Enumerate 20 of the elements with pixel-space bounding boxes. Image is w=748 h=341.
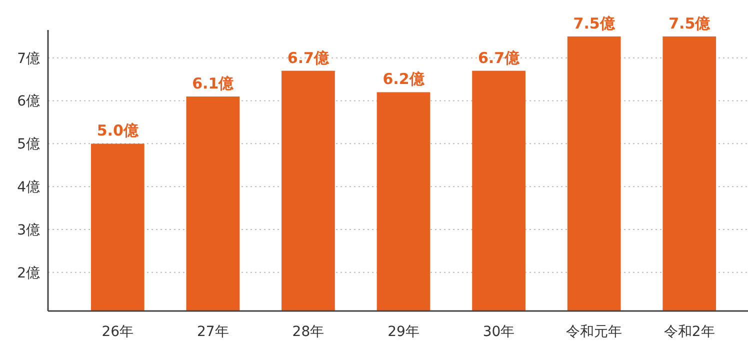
y-tick-label: 5億	[17, 136, 40, 153]
y-tick-label: 2億	[17, 265, 40, 282]
x-tick-label: 28年	[292, 324, 324, 340]
x-tick-label: 令和2年	[664, 324, 715, 340]
data-label: 7.5億	[668, 14, 712, 32]
x-tick-label: 26年	[102, 324, 134, 340]
x-tick-label: 29年	[388, 324, 420, 340]
data-label: 6.1億	[192, 74, 235, 92]
x-tick-label: 27年	[197, 324, 229, 340]
y-tick-label: 6億	[17, 94, 40, 110]
y-tick-label: 4億	[17, 179, 40, 196]
y-tick-label: 7億	[17, 50, 40, 67]
data-label: 7.5億	[573, 14, 616, 32]
data-label: 6.7億	[287, 48, 330, 67]
x-tick-label: 令和元年	[566, 324, 622, 340]
data-label: 5.0億	[96, 122, 140, 140]
x-tick-label: 30年	[482, 324, 515, 340]
y-tick-label: 3億	[17, 222, 40, 238]
data-label: 6.2億	[382, 70, 426, 88]
data-label: 6.7億	[478, 48, 521, 67]
